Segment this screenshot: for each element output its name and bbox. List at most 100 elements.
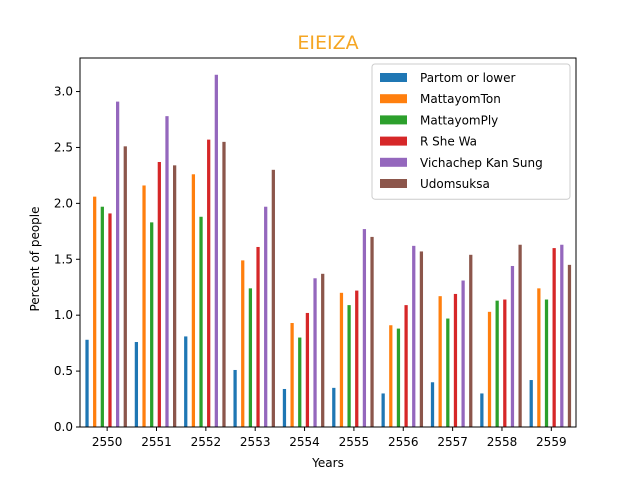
legend-item: Udomsuksa [380, 177, 490, 191]
bar [134, 342, 139, 427]
y-tick-label: 2.5 [54, 140, 73, 154]
plot-area: 0.0 0.5 1.0 1.5 2.0 2.5 3.0 2550 2551 2552 2553 255… [54, 57, 577, 449]
series-1 [85, 336, 533, 427]
bar [544, 299, 549, 427]
bar [567, 264, 572, 427]
bar [362, 229, 367, 427]
bar [396, 328, 401, 427]
bar [510, 265, 515, 427]
bar [191, 174, 196, 427]
bar [419, 251, 424, 427]
bar [487, 311, 492, 427]
x-tick-label: 2555 [339, 435, 370, 449]
legend-swatch [380, 115, 407, 125]
bar [469, 254, 473, 427]
bar [116, 101, 120, 428]
bar [233, 369, 237, 427]
bar [461, 280, 465, 427]
bar [290, 323, 294, 427]
x-tick-label: 2559 [536, 435, 567, 449]
legend-label: Vichachep Kan Sung [420, 156, 543, 170]
bar [453, 293, 458, 427]
legend-swatch [380, 136, 407, 146]
legend-item: R She Wa [380, 135, 477, 149]
bar [332, 387, 336, 427]
series-3 [100, 206, 549, 427]
bar [199, 216, 203, 427]
legend-label: MattayomPly [420, 113, 498, 127]
bar [321, 273, 325, 427]
x-tick-label: 2550 [92, 435, 123, 449]
bar [85, 339, 89, 427]
bar [438, 296, 442, 427]
bar [108, 213, 112, 427]
bar [404, 305, 408, 427]
bar [100, 206, 104, 427]
bar [389, 325, 393, 427]
x-tick-label: 2551 [141, 435, 172, 449]
bar [142, 185, 146, 427]
bar [495, 300, 499, 427]
y-tick-label: 1.0 [54, 308, 73, 322]
bar [446, 318, 450, 427]
bar [207, 139, 211, 427]
bar [93, 196, 97, 427]
series-5 [116, 74, 564, 428]
bar [313, 278, 317, 427]
bar [165, 116, 169, 428]
y-tick-label: 0.5 [54, 364, 73, 378]
legend-item: MattayomTon [380, 92, 501, 106]
bar [123, 146, 127, 427]
bar [381, 393, 385, 427]
legend-item: MattayomPly [380, 113, 498, 127]
legend-label: R She Wa [420, 135, 477, 149]
y-tick-label: 2.0 [54, 196, 73, 210]
bar [412, 245, 416, 427]
bar [157, 161, 161, 428]
bar [256, 246, 260, 427]
legend-label: MattayomTon [420, 92, 501, 106]
legend-label: Udomsuksa [420, 177, 490, 191]
bar [173, 165, 177, 427]
bar [248, 288, 253, 427]
legend-box [371, 63, 571, 200]
bar [370, 236, 374, 427]
bar [298, 337, 302, 427]
series-6 [123, 141, 572, 428]
bar [529, 380, 533, 427]
x-tick-label: 2558 [487, 435, 518, 449]
bar [518, 244, 522, 427]
y-axis-label: Percent of people [28, 206, 42, 311]
series-2 [93, 174, 541, 427]
x-tick-label: 2552 [191, 435, 222, 449]
x-tick-label: 2554 [289, 435, 320, 449]
legend-swatch [380, 73, 407, 82]
bar [184, 336, 188, 427]
legend-label: Partom or lower [420, 71, 515, 85]
bar [430, 382, 435, 427]
legend-swatch [380, 94, 407, 104]
bar [222, 141, 226, 428]
x-tick-label: 2553 [240, 435, 271, 449]
bar [480, 393, 484, 427]
bar [537, 288, 541, 427]
chart-title: EIEIZA [297, 32, 358, 54]
bar [552, 248, 556, 427]
y-tick-label: 0.0 [54, 420, 73, 434]
y-tick-label: 3.0 [54, 85, 73, 99]
series-4 [108, 139, 556, 428]
bar [282, 388, 287, 427]
bar [214, 74, 218, 428]
legend-item: Partom or lower [380, 71, 515, 85]
legend-swatch [380, 179, 407, 188]
x-tick-label: 2556 [388, 435, 419, 449]
bar [150, 222, 154, 427]
legend-swatch [380, 157, 407, 167]
bar [355, 290, 359, 427]
legend-item: Vichachep Kan Sung [380, 156, 543, 170]
x-axis-label: Years [311, 456, 344, 470]
bar [264, 206, 268, 427]
bar [305, 312, 310, 427]
bar [339, 292, 344, 427]
